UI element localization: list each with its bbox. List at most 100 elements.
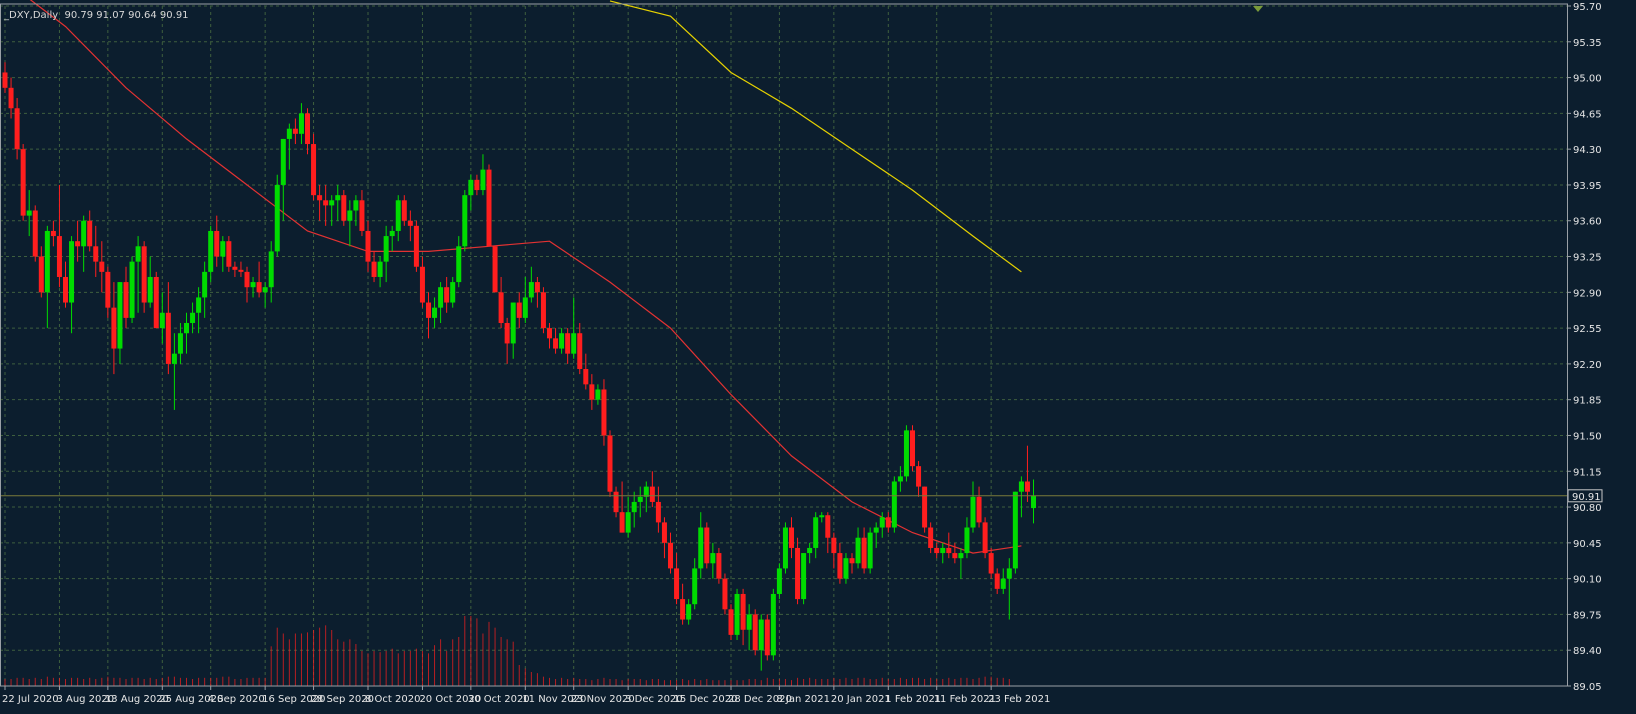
candle-body [280, 138, 286, 185]
candle [468, 174, 474, 211]
candle-body [831, 537, 837, 554]
candle-body [516, 302, 522, 318]
candle [93, 225, 99, 277]
candle [934, 542, 940, 559]
candle-body [232, 266, 238, 270]
candle [716, 547, 722, 584]
x-tick-label: 13 Aug 2020 [105, 694, 169, 705]
candle [692, 558, 698, 610]
candle-body [135, 246, 141, 262]
candle [407, 210, 413, 242]
candle [510, 302, 516, 359]
candle-body [680, 599, 686, 620]
candle [292, 118, 298, 145]
candle-body [456, 246, 462, 283]
candle [401, 195, 407, 226]
candle-body [184, 322, 189, 334]
candle-body [837, 553, 843, 579]
candle-body [26, 210, 32, 216]
y-tick-label: 94.65 [1573, 109, 1602, 120]
x-tick-label: 28 Sep 2020 [311, 694, 374, 705]
candle-body [87, 220, 93, 247]
candle [704, 522, 710, 569]
candle-body [298, 113, 304, 134]
candle [674, 553, 680, 605]
candle-body [782, 527, 788, 569]
candle [159, 292, 165, 344]
candle [196, 287, 202, 334]
candle-body [1018, 481, 1024, 492]
candle [758, 614, 764, 671]
candle-body [619, 512, 625, 533]
candle [655, 486, 661, 533]
candle [964, 517, 970, 559]
x-tick-label: 23 Feb 2021 [988, 694, 1050, 705]
candle [837, 542, 843, 584]
candle-body [764, 619, 770, 656]
candle-body [226, 241, 232, 267]
candle-body [462, 195, 468, 247]
candle [1018, 476, 1024, 518]
candle [686, 599, 692, 625]
candle-body [607, 435, 613, 492]
y-tick-label: 89.05 [1573, 682, 1602, 693]
candle-body [522, 297, 528, 318]
candle-body [746, 614, 752, 630]
candle-body [789, 527, 794, 548]
candle-body [728, 609, 734, 635]
candle-body [480, 169, 486, 191]
candle [238, 261, 244, 277]
candle [171, 333, 177, 410]
candle [698, 512, 704, 579]
candle [165, 282, 171, 375]
current-price-label: 90.91 [1572, 492, 1601, 503]
candle-body [910, 430, 915, 467]
y-tick-label: 89.40 [1573, 646, 1602, 657]
candle-body [734, 593, 740, 635]
candle [419, 256, 425, 308]
candle-body [238, 269, 244, 272]
candle [885, 512, 891, 533]
candle-body [976, 496, 982, 523]
candle [613, 486, 619, 518]
candle [861, 527, 867, 574]
x-tick-label: 25 Aug 2020 [159, 694, 223, 705]
candle [988, 547, 994, 579]
candle-body [861, 537, 867, 569]
candle [734, 588, 740, 640]
candle [177, 322, 183, 364]
candle-body [988, 553, 994, 574]
candle [891, 476, 897, 533]
candle-body [268, 251, 274, 288]
candle-body [994, 573, 1000, 589]
candle-body [946, 547, 952, 554]
candle-body [32, 210, 38, 257]
x-tick-label: 3 Aug 2020 [56, 694, 114, 705]
y-tick-label: 94.30 [1573, 145, 1602, 156]
candle-body [190, 312, 196, 323]
x-tick-label: 11 Nov 2020 [522, 694, 586, 705]
candle-body [2, 72, 8, 88]
candle-body [692, 568, 698, 605]
candle [32, 205, 38, 262]
x-tick-label: 8 Jan 2021 [776, 694, 830, 705]
y-tick-label: 90.80 [1573, 503, 1602, 514]
candle-body [14, 108, 20, 150]
candle-body [492, 246, 498, 293]
candle-body [50, 230, 56, 237]
y-tick-label: 93.60 [1573, 217, 1602, 228]
candle [813, 512, 819, 559]
candle-body [81, 220, 87, 247]
x-tick-label: 4 Sep 2020 [208, 694, 265, 705]
candle-body [510, 302, 516, 344]
candle-body [44, 230, 50, 293]
candle-body [752, 614, 758, 651]
candles [2, 62, 1036, 671]
moving-averages [29, 0, 1022, 554]
candle [1012, 491, 1018, 574]
candle [903, 425, 909, 482]
x-tick-label: 11 Feb 2021 [934, 694, 996, 705]
candle [2, 62, 8, 93]
